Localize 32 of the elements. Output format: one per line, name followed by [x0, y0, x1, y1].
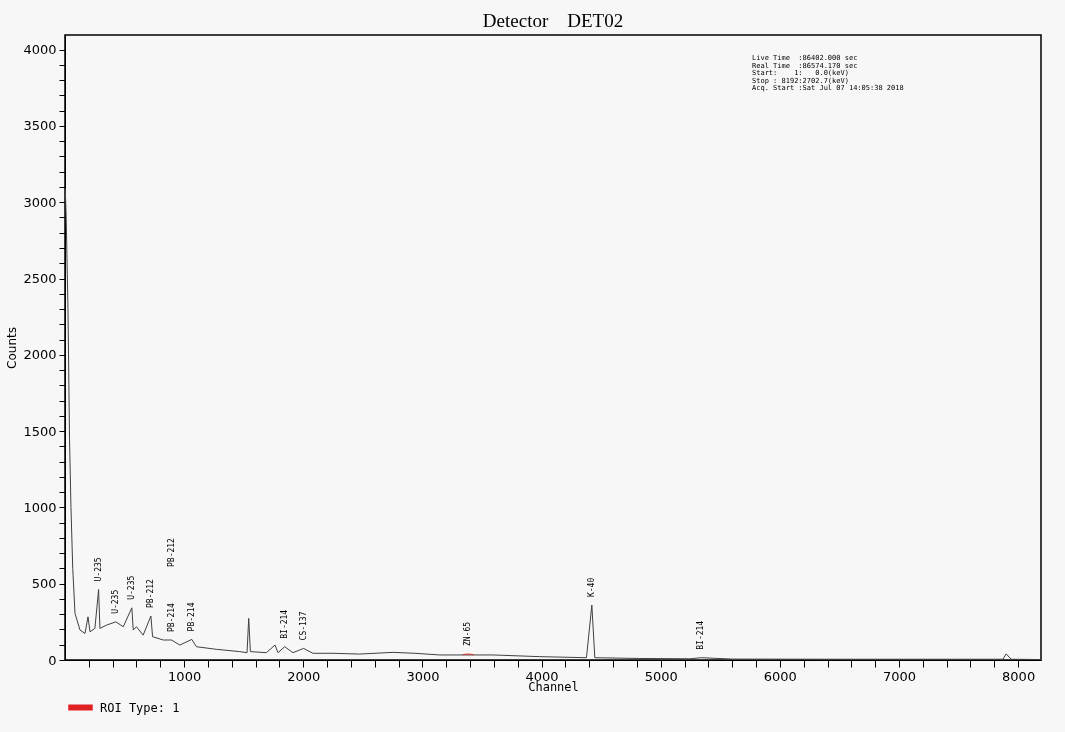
annotation: U-235: [93, 557, 103, 582]
y-tick-label: 4000: [23, 42, 57, 58]
x-tick-label: 7000: [882, 668, 917, 684]
chart-title: Detector DET02: [482, 10, 624, 31]
x-tick-label: 3000: [406, 668, 440, 684]
annotation: PB-212: [166, 537, 176, 567]
x-tick-label: 6000: [763, 668, 797, 684]
x-axis-title: Channel: [528, 679, 579, 694]
y-tick-label: 3000: [23, 194, 57, 210]
legend-label: ROI Type: 1: [100, 700, 180, 715]
x-tick-label: 2000: [287, 668, 321, 684]
y-tick-label: 2000: [23, 347, 57, 363]
y-tick-label: 0: [48, 652, 57, 668]
annotation: PB-212: [145, 578, 155, 609]
annotation: CS-137: [298, 611, 308, 641]
annotation: U-235: [110, 589, 120, 614]
annotation: PB-214: [186, 602, 196, 632]
y-tick-label: 500: [31, 576, 57, 592]
annotation: U-235: [126, 575, 136, 600]
annotation: BI-214: [279, 609, 289, 639]
y-tick-label: 1500: [23, 423, 57, 439]
x-tick-label: 1000: [168, 668, 202, 684]
x-tick-label: 5000: [644, 668, 678, 684]
y-tick-label: 3500: [23, 118, 57, 134]
annotation: PB-214: [166, 602, 176, 633]
annotation: ZN-65: [463, 621, 473, 647]
y-tick-label: 1000: [23, 499, 57, 515]
annotation: K-40: [586, 577, 596, 598]
x-tick-label: 8000: [1002, 668, 1036, 684]
y-axis-title: Counts: [5, 327, 20, 369]
y-tick-label: 2500: [23, 271, 57, 287]
annotation: BI-214: [696, 620, 706, 650]
